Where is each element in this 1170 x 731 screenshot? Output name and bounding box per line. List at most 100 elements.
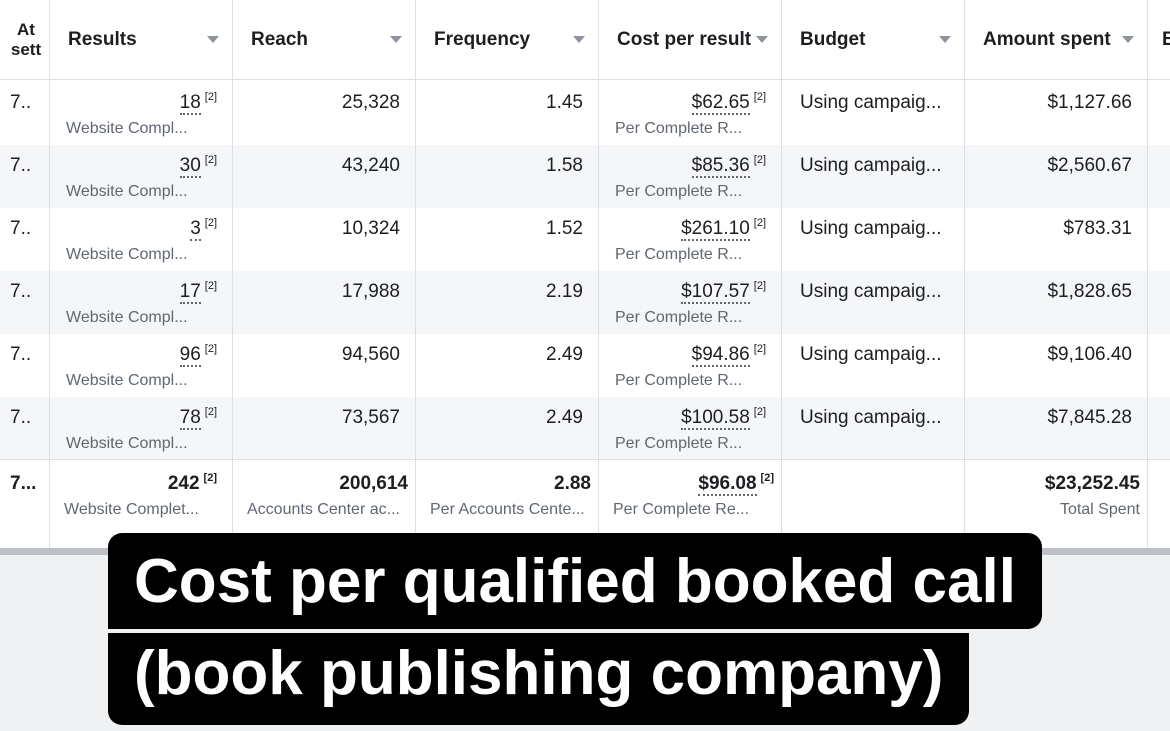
- column-header-cost-per-result[interactable]: Cost per result: [599, 0, 782, 80]
- cell-reach: 94,560: [233, 334, 416, 397]
- cell-frequency: 1.58: [416, 145, 599, 208]
- column-header-label: E: [1162, 29, 1170, 50]
- sort-caret-icon[interactable]: [207, 36, 219, 43]
- cell-budget: Using campaig...: [782, 208, 965, 271]
- totals-cpr-value[interactable]: $96.08 [2]: [698, 472, 774, 496]
- reach-value: 17,988: [341, 281, 400, 302]
- cell-reach: 10,324: [233, 208, 416, 271]
- cell-results: 18 [2] Website Compl...: [50, 82, 233, 145]
- budget-value: Using campaig...: [800, 281, 942, 302]
- frequency-value: 2.19: [546, 281, 583, 302]
- column-header-label: Cost per result: [617, 29, 752, 50]
- table-row[interactable]: 7.. 3 [2] Website Compl... 10,324 1.52 $261.10…: [0, 208, 1170, 271]
- spent-value: $1,828.65: [1047, 281, 1132, 302]
- attribution-value: 7..: [10, 344, 32, 365]
- sort-caret-icon[interactable]: [1122, 36, 1134, 43]
- cell-results: 30 [2] Website Compl...: [50, 145, 233, 208]
- column-header-reach[interactable]: Reach: [233, 0, 416, 80]
- cpr-sub: Per Complete R...: [615, 246, 743, 263]
- cpr-value[interactable]: $100.58 [2]: [681, 406, 766, 430]
- sort-caret-icon[interactable]: [939, 36, 951, 43]
- cell-attribution: 7..: [0, 145, 50, 208]
- cpr-value[interactable]: $62.65 [2]: [691, 91, 766, 115]
- column-header-next[interactable]: E: [1148, 0, 1170, 80]
- cell-cost-per-result: $94.86 [2] Per Complete R...: [599, 334, 782, 397]
- totals-attribution: 7...: [10, 473, 37, 494]
- totals-cpr-sub: Per Complete Re...: [613, 501, 750, 518]
- cpr-value[interactable]: $85.36 [2]: [691, 154, 766, 178]
- results-value[interactable]: 78 [2]: [179, 406, 217, 430]
- ads-table: At sett Results Reach Frequency Cost per…: [0, 0, 1170, 548]
- table-row[interactable]: 7.. 18 [2] Website Compl... 25,328 1.45 $62.65…: [0, 82, 1170, 145]
- totals-frequency-sub: Per Accounts Cente...: [430, 501, 585, 518]
- table-row[interactable]: 7.. 17 [2] Website Compl... 17,988 2.19 $107.5…: [0, 271, 1170, 334]
- cpr-value[interactable]: $94.86 [2]: [691, 343, 766, 367]
- results-sub: Website Compl...: [66, 120, 188, 137]
- budget-value: Using campaig...: [800, 407, 942, 428]
- totals-cell-results: 242 [2] Website Complet...: [50, 460, 233, 523]
- cpr-sub: Per Complete R...: [615, 435, 743, 452]
- spent-value: $2,560.67: [1047, 155, 1132, 176]
- column-header-frequency[interactable]: Frequency: [416, 0, 599, 80]
- column-divider: [49, 0, 50, 548]
- caption-line-2: (book publishing company): [108, 633, 970, 725]
- spent-value: $7,845.28: [1047, 407, 1132, 428]
- sort-caret-icon[interactable]: [573, 36, 585, 43]
- totals-spent-sub: Total Spent: [1059, 501, 1140, 518]
- cell-cost-per-result: $85.36 [2] Per Complete R...: [599, 145, 782, 208]
- cell-budget: Using campaig...: [782, 397, 965, 460]
- cell-results: 96 [2] Website Compl...: [50, 334, 233, 397]
- budget-value: Using campaig...: [800, 92, 942, 113]
- totals-results-value: 242 [2]: [167, 472, 217, 494]
- sort-caret-icon[interactable]: [756, 36, 768, 43]
- cell-frequency: 2.49: [416, 397, 599, 460]
- column-header-budget[interactable]: Budget: [782, 0, 965, 80]
- totals-frequency-value: 2.88: [554, 473, 591, 494]
- results-value[interactable]: 96 [2]: [179, 343, 217, 367]
- results-sub: Website Compl...: [66, 183, 188, 200]
- attribution-value: 7..: [10, 92, 32, 113]
- table-row[interactable]: 7.. 96 [2] Website Compl... 94,560 2.49 $94.86…: [0, 334, 1170, 397]
- cpr-sub: Per Complete R...: [615, 309, 743, 326]
- column-header-results[interactable]: Results: [50, 0, 233, 80]
- column-header-attribution[interactable]: At sett: [0, 0, 50, 80]
- cell-attribution: 7..: [0, 334, 50, 397]
- budget-value: Using campaig...: [800, 344, 942, 365]
- spent-value: $9,106.40: [1047, 344, 1132, 365]
- reach-value: 43,240: [341, 155, 400, 176]
- reach-value: 10,324: [341, 218, 400, 239]
- cell-attribution: 7..: [0, 397, 50, 460]
- table-row[interactable]: 7.. 30 [2] Website Compl... 43,240 1.58 $85.36…: [0, 145, 1170, 208]
- cpr-sub: Per Complete R...: [615, 372, 743, 389]
- results-value[interactable]: 18 [2]: [179, 91, 217, 115]
- cell-attribution: 7..: [0, 208, 50, 271]
- column-divider: [598, 0, 599, 548]
- column-header-amount-spent[interactable]: Amount spent: [965, 0, 1148, 80]
- totals-cell-budget: [782, 460, 965, 523]
- cpr-sub: Per Complete R...: [615, 183, 743, 200]
- cell-results: 78 [2] Website Compl...: [50, 397, 233, 460]
- attribution-value: 7..: [10, 407, 32, 428]
- results-sub: Website Compl...: [66, 435, 188, 452]
- cpr-value[interactable]: $107.57 [2]: [681, 280, 766, 304]
- column-header-label: Amount spent: [983, 29, 1111, 50]
- sort-caret-icon[interactable]: [390, 36, 402, 43]
- results-sub: Website Compl...: [66, 246, 188, 263]
- column-divider: [964, 0, 965, 548]
- frequency-value: 1.45: [546, 92, 583, 113]
- cell-frequency: 2.19: [416, 271, 599, 334]
- totals-cell-reach: 200,614 Accounts Center ac...: [233, 460, 416, 523]
- results-value[interactable]: 17 [2]: [179, 280, 217, 304]
- cell-amount-spent: $1,828.65: [965, 271, 1148, 334]
- cell-reach: 25,328: [233, 82, 416, 145]
- spent-value: $1,127.66: [1047, 92, 1132, 113]
- cell-budget: Using campaig...: [782, 334, 965, 397]
- cpr-value[interactable]: $261.10 [2]: [681, 217, 766, 241]
- column-header-label: Frequency: [434, 29, 531, 50]
- results-value[interactable]: 3 [2]: [190, 217, 217, 241]
- cell-amount-spent: $1,127.66: [965, 82, 1148, 145]
- table-row[interactable]: 7.. 78 [2] Website Compl... 73,567 2.49 $100.5…: [0, 397, 1170, 460]
- results-sub: Website Compl...: [66, 372, 188, 389]
- results-value[interactable]: 30 [2]: [179, 154, 217, 178]
- cell-budget: Using campaig...: [782, 271, 965, 334]
